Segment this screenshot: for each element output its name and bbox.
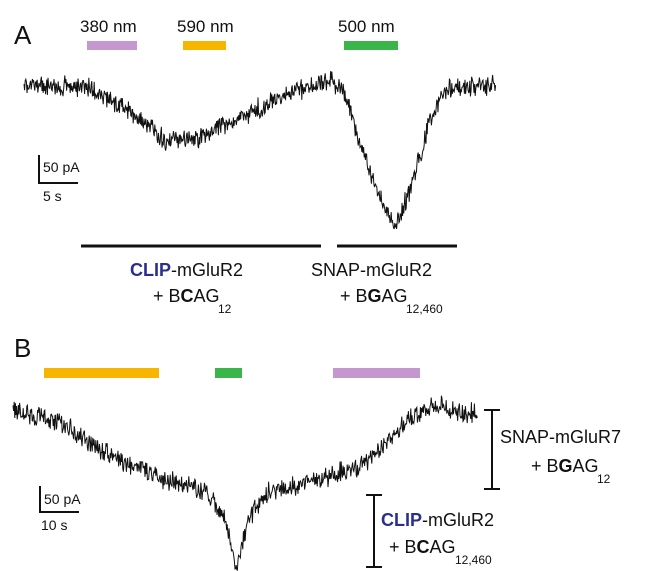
construct-label-bcag12: + BCAG (153, 286, 220, 306)
construct-label-clip-mglur2: CLIP-mGluR2 (130, 260, 243, 280)
light-bar-590nm (183, 41, 226, 50)
label-500nm: 500 nm (338, 17, 395, 36)
label-590nm: 590 nm (177, 17, 234, 36)
light-bar-500nm (344, 41, 398, 50)
scale-time-a: 5 s (43, 188, 62, 204)
current-trace-b (12, 395, 478, 571)
light-bar-b-380nm (333, 368, 420, 378)
bracket-snap-mglur7 (484, 409, 500, 490)
panel-b-letter: B (14, 333, 31, 363)
subscript-bcag12460: 12,460 (455, 553, 492, 567)
light-bar-380nm (87, 41, 137, 50)
construct-label-clip-mglur2-b: CLIP-mGluR2 (381, 510, 494, 530)
subscript-bcag12: 12 (218, 302, 232, 316)
construct-label-snap-mglur7: SNAP-mGluR7 (500, 427, 621, 447)
scale-bar-b (39, 486, 79, 513)
construct-label-bcag12460: + BCAG (389, 537, 456, 557)
subscript-bgag12460: 12,460 (406, 302, 443, 316)
scale-time-b: 10 s (41, 517, 67, 533)
construct-label-bgag12: + BGAG (531, 456, 599, 476)
scale-current-b: 50 pA (44, 491, 81, 507)
bracket-clip-mglur2 (366, 494, 382, 568)
light-bar-b-590nm (44, 368, 159, 378)
scale-current-a: 50 pA (43, 159, 80, 175)
label-380nm: 380 nm (80, 17, 137, 36)
light-bar-b-500nm (215, 368, 242, 378)
panel-a-letter: A (14, 20, 32, 50)
current-trace-a (23, 71, 497, 230)
construct-label-snap-mglur2: SNAP-mGluR2 (311, 260, 432, 280)
scale-bar-a (38, 155, 78, 184)
subscript-bgag12: 12 (597, 472, 611, 486)
construct-label-bgag12460: + BGAG (340, 286, 408, 306)
